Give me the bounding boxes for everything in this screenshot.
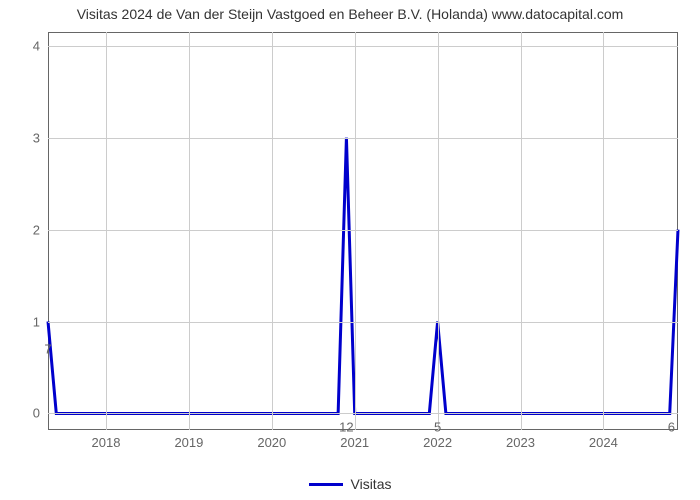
x-tick-label: 2019 [174,435,203,450]
y-tick-label: 1 [10,314,40,329]
x-gridline [438,32,439,430]
y-tick-label: 2 [10,222,40,237]
legend-swatch [309,483,343,486]
legend-label: Visitas [351,476,392,492]
x-gridline [189,32,190,430]
x-gridline [272,32,273,430]
y-tick-label: 3 [10,130,40,145]
y-gridline [48,138,678,139]
x-tick-label: 2022 [423,435,452,450]
y-tick-label: 4 [10,38,40,53]
series-line-visitas [48,138,678,414]
y-gridline [48,230,678,231]
y-tick-label: 0 [10,406,40,421]
legend: Visitas [0,473,700,493]
plot-area: 71256 [48,32,678,430]
x-tick-label: 2024 [589,435,618,450]
chart-title: Visitas 2024 de Van der Steijn Vastgoed … [0,6,700,22]
x-gridline [355,32,356,430]
y-gridline [48,413,678,414]
x-tick-label: 2023 [506,435,535,450]
x-gridline [603,32,604,430]
x-gridline [521,32,522,430]
visits-chart: Visitas 2024 de Van der Steijn Vastgoed … [0,0,700,500]
x-tick-label: 2018 [92,435,121,450]
legend-item-visitas: Visitas [309,476,392,492]
x-gridline [106,32,107,430]
x-tick-label: 2020 [257,435,286,450]
y-gridline [48,46,678,47]
y-gridline [48,322,678,323]
series-layer [48,32,678,430]
x-tick-label: 2021 [340,435,369,450]
